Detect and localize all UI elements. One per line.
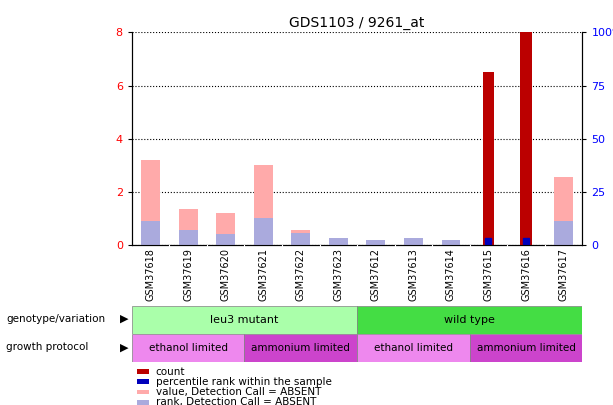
Text: ethanol limited: ethanol limited [148,343,227,353]
Text: GSM37614: GSM37614 [446,248,456,301]
Bar [441,240,460,245]
Bar [179,209,197,245]
Text: GSM37612: GSM37612 [371,248,381,301]
Bar [520,32,531,245]
Bar [137,369,148,374]
Text: genotype/variation: genotype/variation [6,314,105,324]
Text: ethanol limited: ethanol limited [374,343,453,353]
Text: ▶: ▶ [120,314,128,324]
Text: ▶: ▶ [120,343,128,352]
Bar [291,233,310,245]
Bar [216,213,235,245]
Bar [141,160,160,245]
Bar [357,306,582,334]
Bar [137,390,148,394]
Text: GSM37619: GSM37619 [183,248,193,301]
Text: percentile rank within the sample: percentile rank within the sample [156,377,332,387]
Bar [291,230,310,245]
Bar [245,334,357,362]
Text: value, Detection Call = ABSENT: value, Detection Call = ABSENT [156,387,321,397]
Bar [470,334,582,362]
Bar [483,72,494,245]
Text: GSM37620: GSM37620 [221,248,230,301]
Text: GSM37616: GSM37616 [521,248,531,301]
Bar [137,379,148,384]
Bar [216,234,235,245]
Bar [367,240,385,245]
Text: ammonium limited: ammonium limited [476,343,576,353]
Bar [254,165,273,245]
Text: GSM37617: GSM37617 [558,248,569,301]
Text: GSM37621: GSM37621 [258,248,268,301]
Text: wild type: wild type [444,315,495,325]
Text: GSM37618: GSM37618 [145,248,156,301]
Bar [404,239,423,245]
Title: GDS1103 / 9261_at: GDS1103 / 9261_at [289,16,425,30]
Text: GSM37622: GSM37622 [295,248,306,301]
Text: GSM37623: GSM37623 [333,248,343,301]
Bar [357,334,470,362]
Text: rank, Detection Call = ABSENT: rank, Detection Call = ABSENT [156,397,316,405]
Bar [132,334,245,362]
Bar [179,230,197,245]
Bar [329,239,348,245]
Text: count: count [156,367,185,377]
Text: GSM37613: GSM37613 [408,248,419,301]
Text: leu3 mutant: leu3 mutant [210,315,279,325]
Bar [554,221,573,245]
Bar [254,218,273,245]
Text: growth protocol: growth protocol [6,343,88,352]
Text: GSM37615: GSM37615 [484,248,493,301]
Text: ammonium limited: ammonium limited [251,343,350,353]
Bar [137,400,148,405]
Bar [554,177,573,245]
Bar [132,306,357,334]
Bar [141,221,160,245]
